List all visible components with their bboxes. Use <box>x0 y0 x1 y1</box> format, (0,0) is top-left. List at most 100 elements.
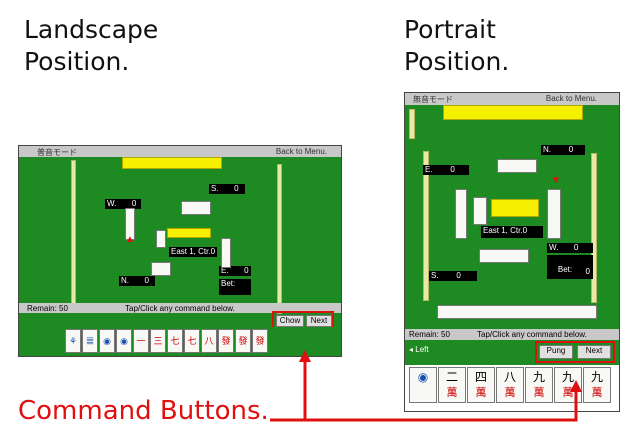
landscape-center-wall <box>167 228 211 238</box>
portrait-hand-tile[interactable]: 八萬 <box>496 367 524 403</box>
landscape-hand-tile[interactable]: ◉ <box>99 329 115 353</box>
portrait-south-discards <box>479 249 529 263</box>
portrait-hand-tile[interactable]: 九萬 <box>525 367 553 403</box>
portrait-center-tiles <box>473 197 487 225</box>
landscape-turn-arrow: ▲ <box>125 234 135 245</box>
portrait-open-meld <box>437 305 597 319</box>
landscape-label-s: S. 0 <box>209 184 245 194</box>
landscape-next-button[interactable]: Next <box>306 315 332 327</box>
landscape-bet: Bet: <box>219 279 251 295</box>
landscape-hand-tile[interactable]: 發 <box>218 329 234 353</box>
landscape-hand-tile[interactable]: 八 <box>201 329 217 353</box>
portrait-left-button[interactable]: ◂ Left <box>409 345 449 359</box>
landscape-hand-tile[interactable]: 發 <box>252 329 268 353</box>
landscape-hand-tile[interactable]: 三 <box>150 329 166 353</box>
landscape-hand-tile-glyph: 𝍤 <box>86 336 94 346</box>
portrait-caption-line1: Portrait <box>404 15 496 44</box>
portrait-bet-value: 0 <box>585 267 590 276</box>
portrait-east-discards <box>455 189 467 239</box>
portrait-hand-tile[interactable]: 四萬 <box>467 367 495 403</box>
portrait-screen: 無音モード Back to Menu. N. 0 E. 0 ▼ East 1, … <box>404 92 620 412</box>
landscape-hand-tile-glyph: 發 <box>238 336 248 346</box>
portrait-back-to-menu-link[interactable]: Back to Menu. <box>545 94 597 103</box>
portrait-hand-tile-glyph: 九 <box>532 370 545 384</box>
landscape-caption-line2: Position. <box>24 47 130 76</box>
portrait-hand-tile-glyph: 二 <box>445 370 458 384</box>
portrait-west-discards <box>547 189 561 239</box>
portrait-right-rail <box>591 153 597 303</box>
portrait-hand-tile-suit: 萬 <box>591 387 603 399</box>
landscape-hand-tile[interactable]: 發 <box>235 329 251 353</box>
portrait-hand-tile-suit: 萬 <box>533 387 545 399</box>
portrait-hand-tile[interactable]: 九萬 <box>554 367 582 403</box>
portrait-label-n: N. 0 <box>541 145 585 155</box>
landscape-hand-tile-glyph: ⚘ <box>68 336 78 346</box>
landscape-hand: ⚘ 𝍤 ◉ ◉ 一三七七八發發發 <box>19 327 341 356</box>
portrait-round-label: East 1, Ctr.0 <box>481 226 543 238</box>
portrait-hand-tile[interactable]: 九萬 <box>583 367 611 403</box>
portrait-bet: Bet: 0 <box>547 255 593 279</box>
portrait-hand-tile-glyph: 八 <box>503 370 516 384</box>
portrait-left-rail <box>409 109 415 139</box>
command-caption: Command Buttons. <box>18 396 269 426</box>
landscape-north-discards <box>151 262 171 276</box>
portrait-hand-tile-glyph: 九 <box>561 370 574 384</box>
portrait-hand-tile[interactable]: ◉ <box>409 367 437 403</box>
landscape-hand-tile[interactable]: ◉ <box>116 329 132 353</box>
portrait-pung-button[interactable]: Pung <box>539 345 573 359</box>
landscape-screen: 普音モード Back to Menu. S. 0 W. 0 N. 0 E. 0 … <box>18 145 342 357</box>
portrait-hand-tile-glyph: 四 <box>474 370 487 384</box>
landscape-instruction: Tap/Click any command below. <box>125 304 235 313</box>
landscape-hand-tile-glyph: ◉ <box>120 336 128 346</box>
connector-line-landscape <box>270 358 307 422</box>
portrait-north-discards <box>497 159 537 173</box>
landscape-caption: Landscape Position. <box>24 14 158 78</box>
portrait-turn-arrow: ▼ <box>551 175 561 186</box>
landscape-hand-tile[interactable]: ⚘ <box>65 329 81 353</box>
landscape-center-tiles <box>156 230 166 248</box>
portrait-hand-tile-suit: 萬 <box>562 387 574 399</box>
landscape-hand-tile-glyph: 八 <box>204 336 214 346</box>
portrait-caption-line2: Position. <box>404 47 510 76</box>
portrait-hand-tile[interactable]: 二萬 <box>438 367 466 403</box>
landscape-label-e: E. 0 <box>219 266 251 276</box>
portrait-status-bar: Remain: 50 Tap/Click any command below. <box>405 329 619 340</box>
landscape-remain-count: Remain: 50 <box>27 304 68 313</box>
portrait-caption: Portrait Position. <box>404 14 509 78</box>
portrait-left-rail-lower <box>423 151 429 301</box>
landscape-east-discards <box>221 238 231 268</box>
portrait-hand-tile-suit: 萬 <box>504 387 516 399</box>
landscape-hand-tile[interactable]: 一 <box>133 329 149 353</box>
portrait-hand-tile-suit: 萬 <box>475 387 487 399</box>
landscape-hand-tile-glyph: 三 <box>153 336 163 346</box>
portrait-remain-count: Remain: 50 <box>409 330 450 339</box>
landscape-hand-tile[interactable]: 七 <box>167 329 183 353</box>
landscape-hand-tile-glyph: 七 <box>170 336 180 346</box>
portrait-hand-tile-glyph: 九 <box>590 370 603 384</box>
portrait-label-e: E. 0 <box>423 165 469 175</box>
portrait-mode-label: 無音モード <box>413 95 453 104</box>
landscape-mode-label: 普音モード <box>37 148 77 157</box>
portrait-hand-tile-glyph: ◉ <box>417 370 429 384</box>
landscape-titlebar: 普音モード Back to Menu. <box>19 146 341 157</box>
portrait-hand: ◉ 二萬四萬八萬九萬九萬九萬 <box>405 365 619 411</box>
landscape-back-to-menu-link[interactable]: Back to Menu. <box>275 147 327 156</box>
portrait-bet-label: Bet: <box>557 265 573 274</box>
portrait-instruction: Tap/Click any command below. <box>477 330 587 339</box>
landscape-discard-tiles <box>181 201 211 215</box>
landscape-hand-tile-glyph: 一 <box>136 336 146 346</box>
portrait-center-wall <box>491 199 539 217</box>
portrait-top-wall <box>443 105 583 120</box>
landscape-hand-tile[interactable]: 𝍤 <box>82 329 98 353</box>
landscape-hand-tile-glyph: 七 <box>187 336 197 346</box>
portrait-label-s: S. 0 <box>429 271 477 281</box>
landscape-west-discards <box>125 208 135 240</box>
portrait-command-highlight <box>535 341 615 363</box>
portrait-next-button[interactable]: Next <box>577 345 611 359</box>
portrait-titlebar: 無音モード Back to Menu. <box>405 93 619 105</box>
landscape-chow-button[interactable]: Chow <box>276 315 304 327</box>
portrait-label-w: W. 0 <box>547 243 593 253</box>
landscape-hand-tile-glyph: ◉ <box>103 336 111 346</box>
landscape-hand-tile[interactable]: 七 <box>184 329 200 353</box>
landscape-caption-line1: Landscape <box>24 15 159 44</box>
